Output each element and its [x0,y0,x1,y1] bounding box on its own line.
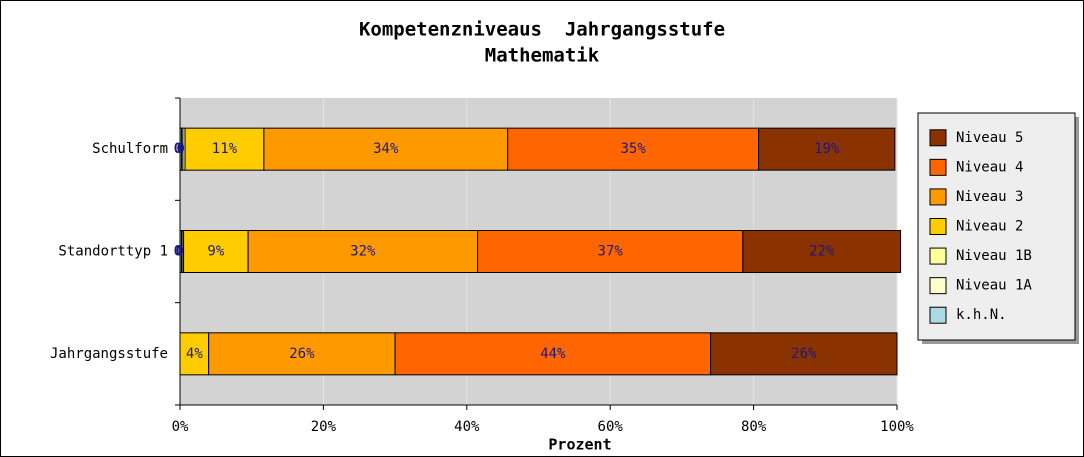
x-tick-label: 100% [880,419,914,435]
legend-label: k.h.N. [956,307,1007,323]
bar-segment [179,332,210,376]
legend-swatch [929,188,947,206]
bar-segment [247,230,479,273]
bar-segment [758,127,896,171]
y-tick-label: Jahrgangsstufe [50,346,168,362]
data-label: 26% [791,346,817,362]
legend-swatch [929,129,947,147]
data-label: 19% [814,141,840,157]
legend-label: Niveau 4 [956,159,1023,175]
data-label: 32% [350,244,376,260]
data-label: 34% [373,141,399,157]
data-label: 37% [598,244,624,260]
legend-swatch [929,158,947,176]
legend-swatch [929,306,947,324]
x-tick-label: 80% [741,419,767,435]
legend-swatch [929,247,947,265]
data-label: 22% [809,244,835,260]
data-label: 35% [620,141,646,157]
legend-label: Niveau 1A [956,278,1032,294]
bar-segment [742,230,902,273]
bar-segment [208,332,396,376]
data-label: 44% [540,346,566,362]
y-tick-label: Standorttyp 1 [58,244,168,260]
legend-label: Niveau 2 [956,219,1023,235]
data-label: 26% [289,346,315,362]
data-label: 11% [212,141,238,157]
legend-label: Niveau 5 [956,130,1023,146]
x-tick-label: 40% [454,419,480,435]
legend-swatch [929,218,947,235]
x-tick-label: 60% [598,419,624,435]
x-tick-label: 20% [311,419,337,435]
bar-segment [710,332,898,376]
bar-segment [394,332,712,376]
chart-title: Mathematik [485,45,600,67]
legend-swatch [929,277,947,295]
x-axis-label: Prozent [548,436,611,454]
y-tick-label: Schulform [92,141,168,157]
bar-segment [263,127,509,171]
bar-segment [184,127,265,171]
bar-segment [183,230,249,273]
bar-segment [477,230,744,273]
legend-label: Niveau 1B [956,248,1032,264]
chart-title: Kompetenzniveaus Jahrgangsstufe [359,19,725,41]
data-label: 9% [207,244,224,260]
legend-label: Niveau 3 [956,189,1023,205]
x-tick-label: 0% [172,419,189,435]
data-label: 4% [186,346,203,362]
